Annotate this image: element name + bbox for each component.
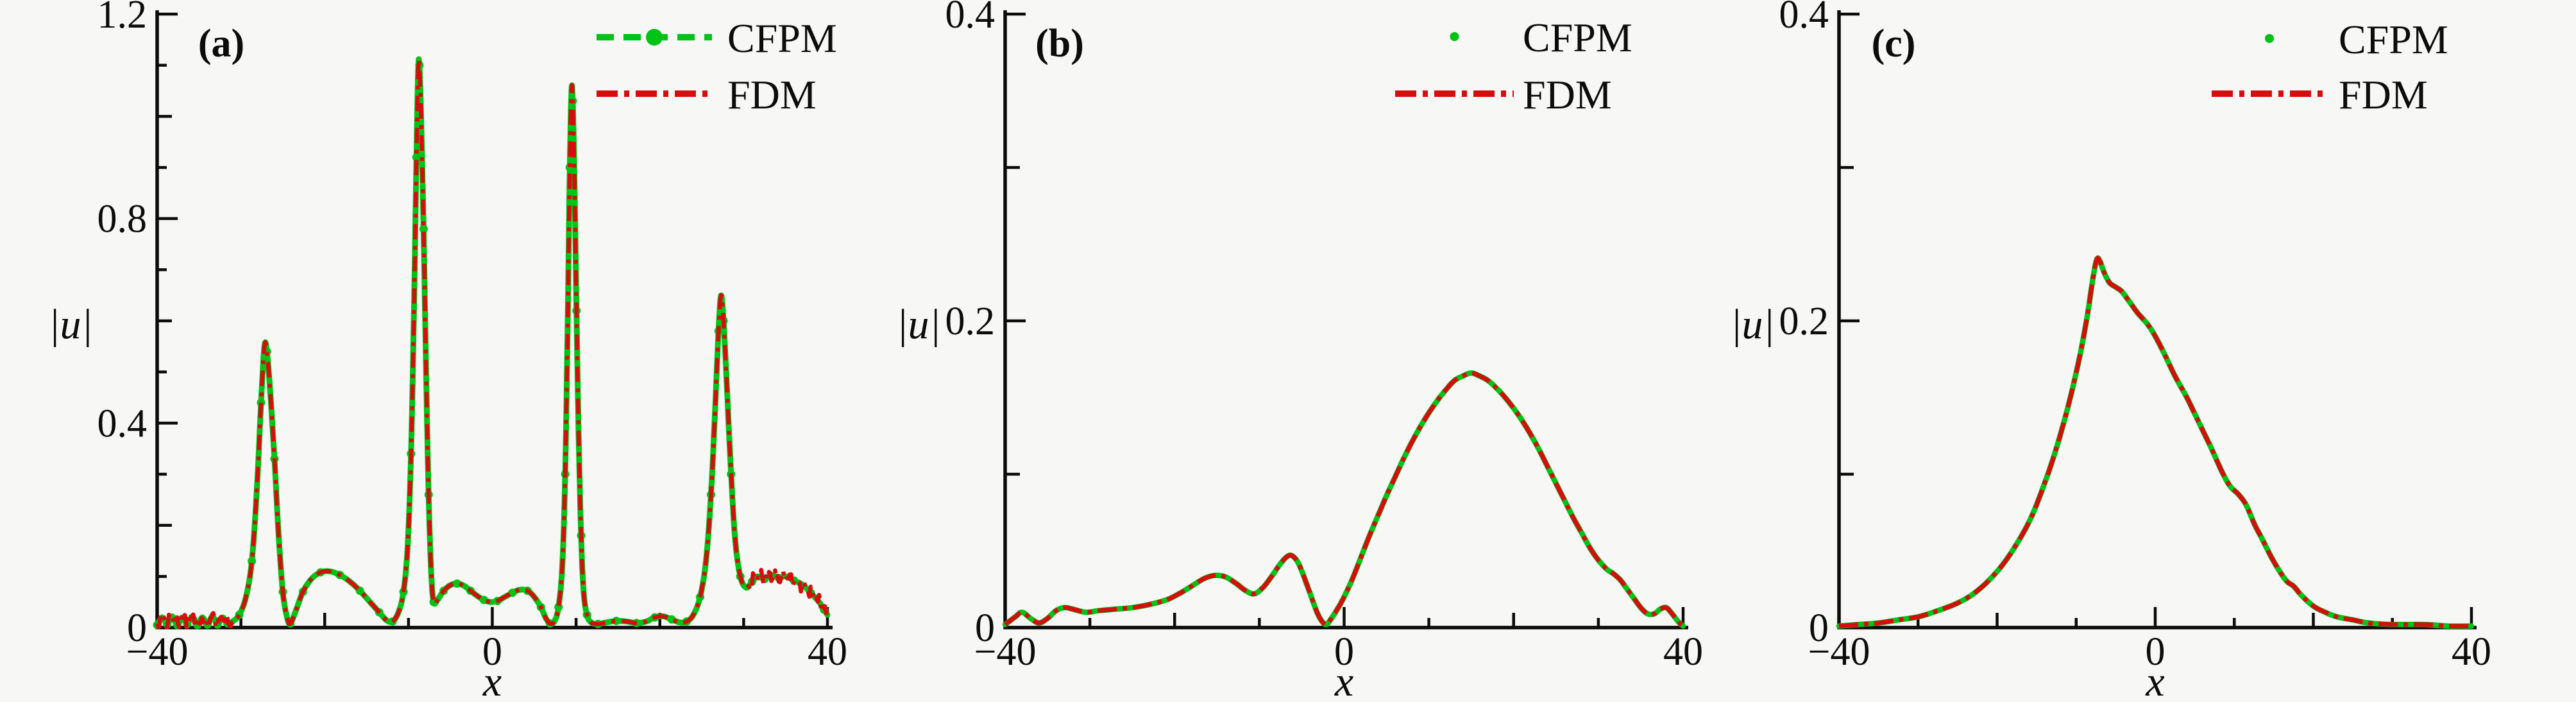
y-tick-label-b: 0.2 <box>945 300 996 343</box>
cfpm-marker <box>419 225 428 234</box>
legend-marker-cfpm-a <box>646 29 663 46</box>
y-tick-label-c: 0.4 <box>1779 0 1829 37</box>
legend-label-fdm-a: FDM <box>727 72 817 117</box>
legend-label-cfpm-a: CFPM <box>727 15 837 61</box>
x-axis-title-a: x <box>482 658 502 702</box>
panel-letter-a: (a) <box>198 22 244 65</box>
y-tick-label-a: 0 <box>127 606 147 650</box>
x-tick-label-b: −40 <box>974 630 1037 674</box>
x-tick-label-c: 40 <box>2452 630 2491 674</box>
fdm-curve-b <box>1003 370 1685 628</box>
x-axis-title-c: x <box>2145 658 2164 702</box>
x-tick-label-a: 0 <box>482 630 502 674</box>
legend-label-fdm-b: FDM <box>1523 72 1612 117</box>
x-tick-label-b: 40 <box>1663 630 1703 674</box>
legend-c: CFPM FDM <box>2212 17 2448 117</box>
y-tick-label-c: 0 <box>1809 606 1829 650</box>
x-axis-title-b: x <box>1334 658 1353 702</box>
legend-marker-cfpm-c <box>2265 34 2274 43</box>
y-tick-label-b: 0.4 <box>945 0 996 37</box>
legend-label-cfpm-c: CFPM <box>2339 17 2448 62</box>
legend-marker-cfpm-b <box>1450 32 1459 41</box>
legend-a: CFPM FDM <box>597 15 837 117</box>
x-tick-label-b: 0 <box>1334 630 1354 674</box>
legend-label-fdm-c: FDM <box>2339 72 2428 117</box>
legend-label-cfpm-b: CFPM <box>1523 15 1632 60</box>
x-tick-label-a: 40 <box>808 630 847 674</box>
x-tick-label-c: 0 <box>2146 630 2165 674</box>
y-tick-label-b: 0 <box>975 606 995 650</box>
cfpm-curve-a <box>154 56 831 628</box>
y-axis-title-b: |u| <box>896 301 940 348</box>
cfpm-curve-b <box>1002 370 1686 629</box>
y-tick-label-a: 1.2 <box>97 0 148 37</box>
x-tick-label-c: −40 <box>1808 630 1870 674</box>
y-tick-label-a: 0.4 <box>97 402 148 445</box>
cfpm-marker <box>508 588 517 597</box>
y-axis-title-a: |u| <box>48 301 92 348</box>
panel-letter-c: (c) <box>1872 22 1916 65</box>
y-axis-title-c: |u| <box>1730 301 1774 348</box>
y-tick-label-c: 0.2 <box>1779 300 1829 343</box>
x-tick-label-a: −40 <box>126 630 189 674</box>
y-tick-label-a: 0.8 <box>97 198 148 241</box>
panel-letter-b: (b) <box>1035 22 1084 65</box>
fdm-curve-c <box>1838 255 2471 629</box>
axis-b <box>1003 10 1688 629</box>
cfpm-curve-c <box>1836 255 2475 629</box>
cfpm-marker <box>412 153 421 162</box>
legend-b: CFPM FDM <box>1395 15 1632 117</box>
